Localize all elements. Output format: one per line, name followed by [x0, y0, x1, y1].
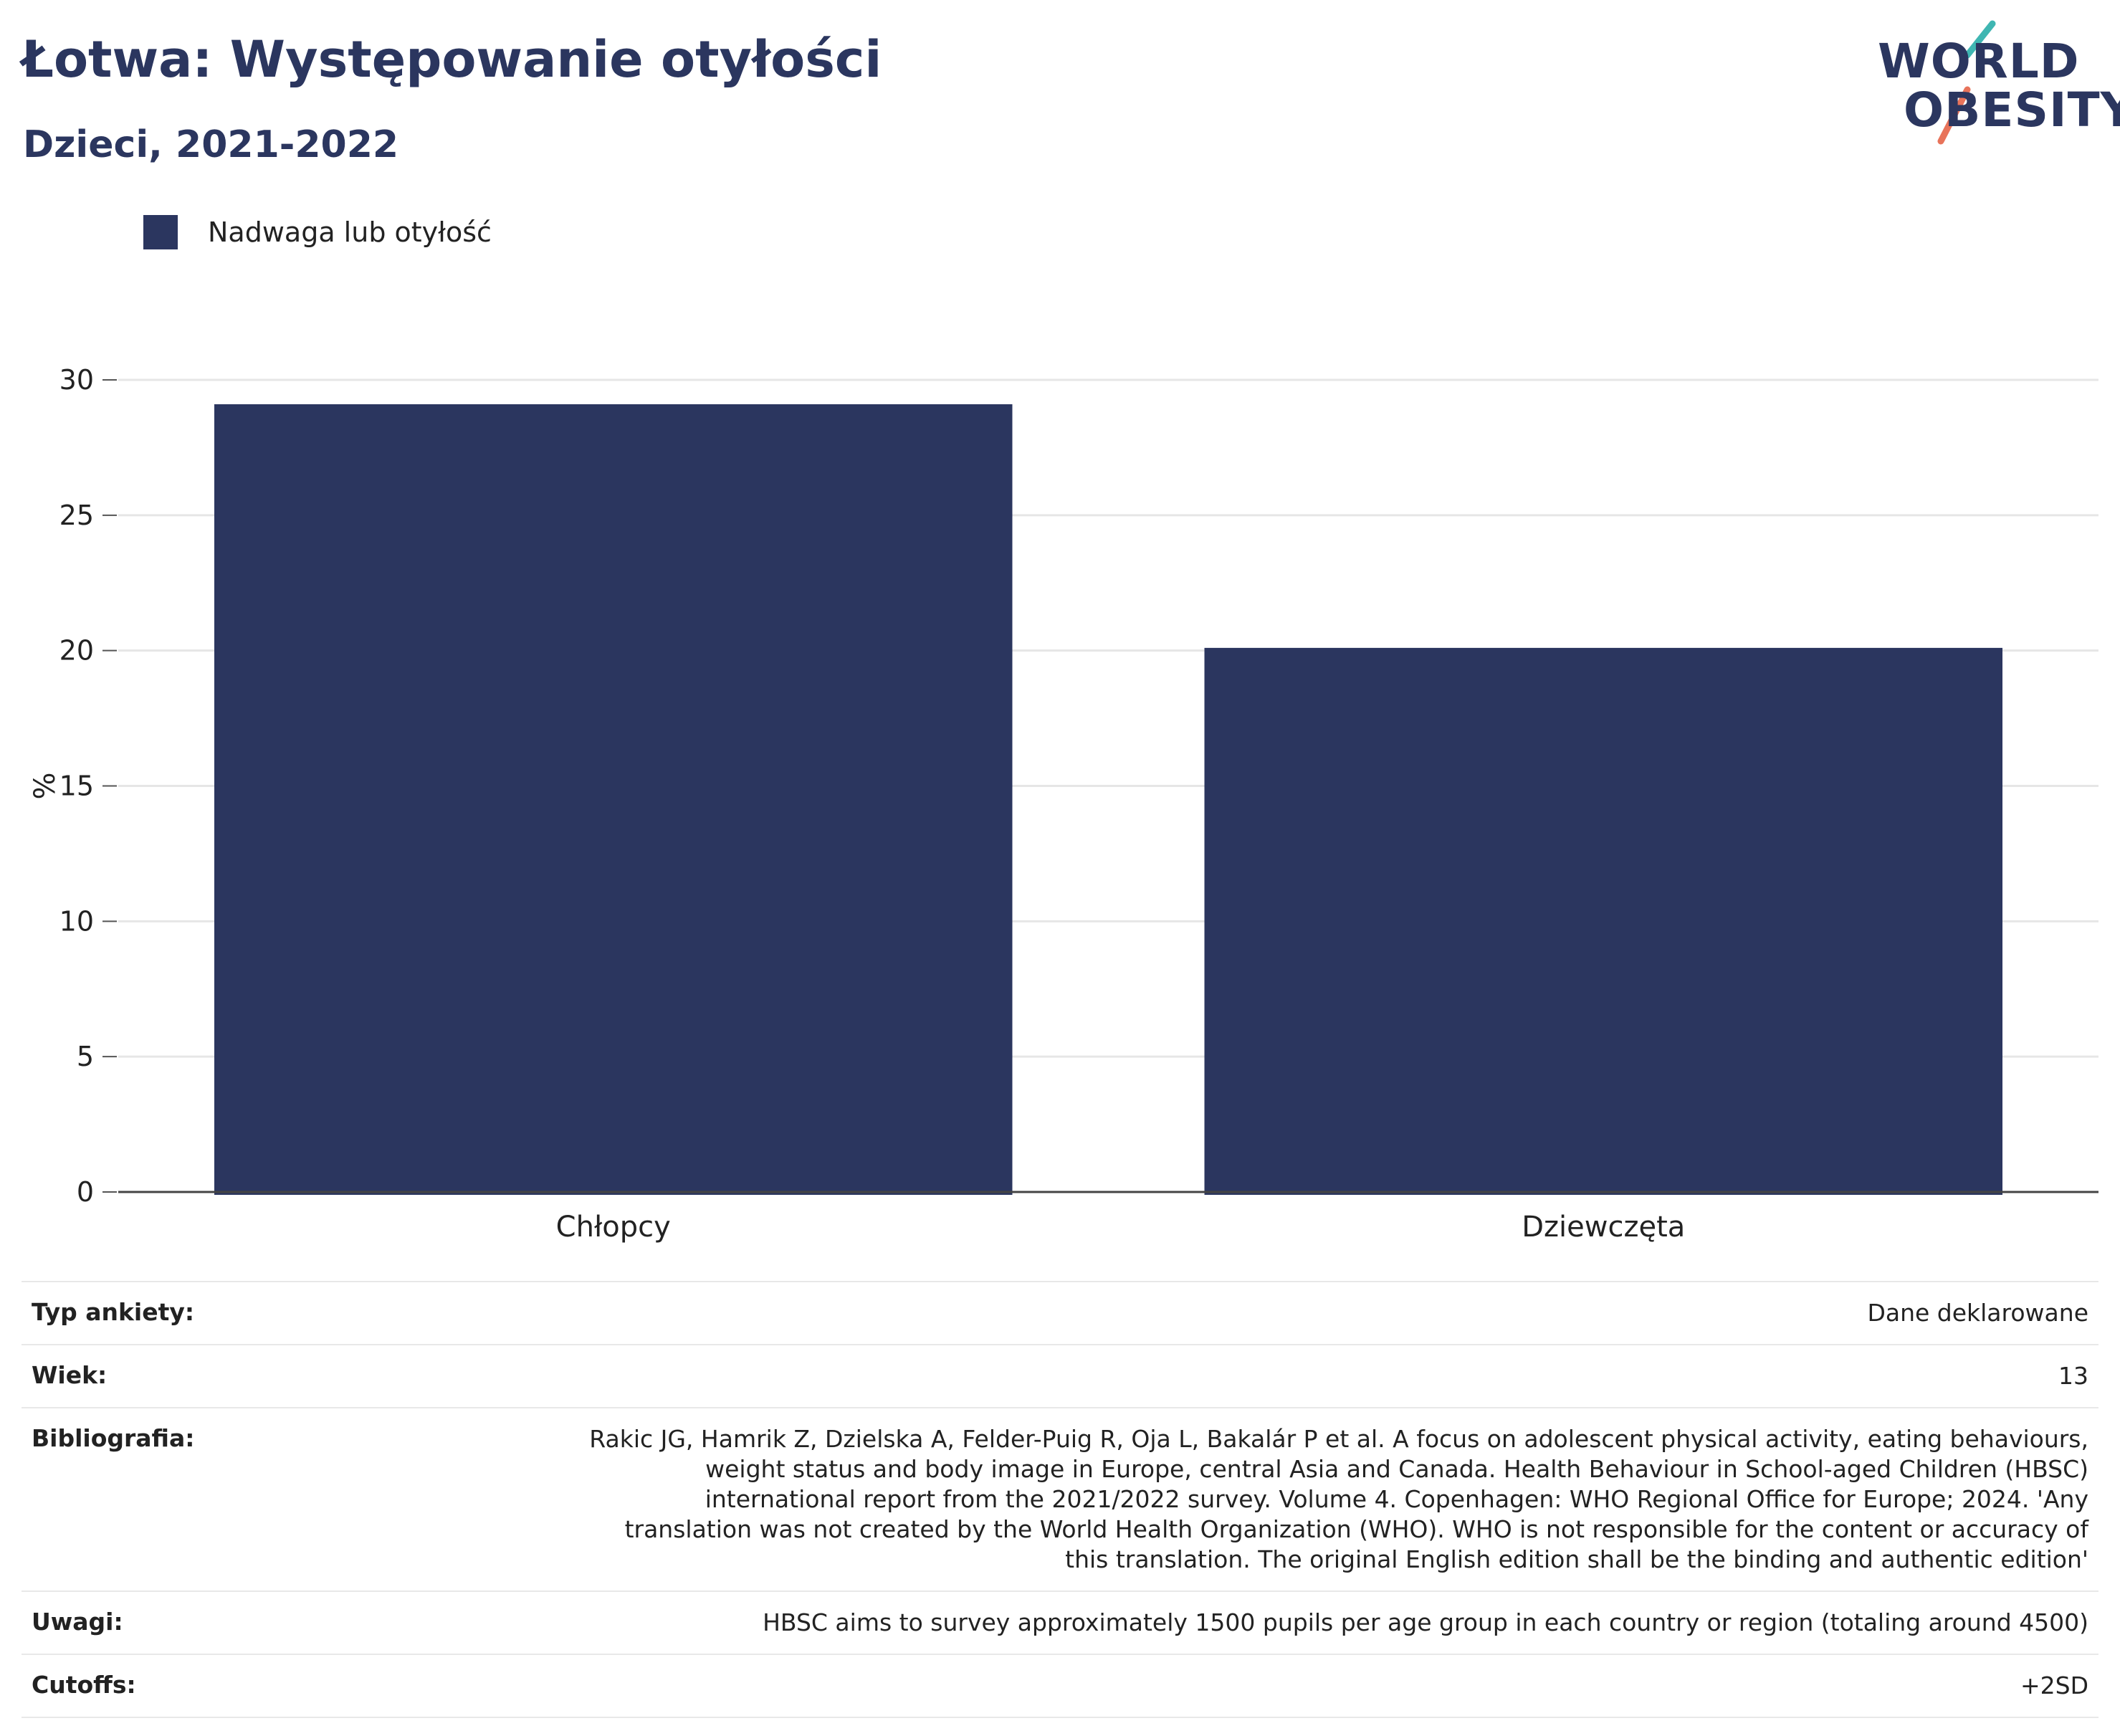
metadata-label: Cutoffs:: [32, 1671, 136, 1699]
world-obesity-logo: WORLD OBESITY: [1863, 18, 2120, 151]
bar: [214, 404, 1013, 1195]
x-tick-label: Dziewczęta: [1522, 1211, 1685, 1244]
legend-label: Nadwaga lub otyłość: [208, 216, 492, 248]
metadata-label: Wiek:: [32, 1361, 108, 1389]
metadata-row-notes: Uwagi: HBSC aims to survey approximately…: [22, 1592, 2098, 1655]
metadata-label: Uwagi:: [32, 1608, 123, 1636]
logo-slash-teal: [1964, 20, 1996, 59]
metadata-row-cutoffs: Cutoffs: +2SD: [22, 1655, 2098, 1718]
x-tick-label: Chłopcy: [556, 1211, 671, 1244]
bar: [1204, 647, 2002, 1195]
logo-slash-coral: [1937, 86, 1971, 145]
metadata-row-survey-type: Typ ankiety: Dane deklarowane: [22, 1281, 2098, 1345]
bar-chart: 0 5 10 15 20 25 30% Chłopcy Dziewczęta: [29, 364, 2098, 1244]
metadata-value: Dane deklarowane: [1867, 1299, 2088, 1327]
y-tick-label: 0: [77, 1176, 94, 1208]
page-subtitle: Dzieci, 2021-2022: [23, 123, 399, 166]
metadata-row-age: Wiek: 13: [22, 1345, 2098, 1408]
logo-slash-icon: [1937, 20, 1996, 145]
metadata-value: 13: [2058, 1362, 2088, 1390]
legend-swatch: [143, 215, 178, 249]
metadata-label: Typ ankiety:: [32, 1298, 195, 1326]
metadata-label: Bibliografia:: [32, 1424, 195, 1452]
metadata-value: +2SD: [2020, 1671, 2088, 1699]
y-tick-label: 25: [59, 500, 94, 531]
y-tick-label: 5: [77, 1041, 94, 1072]
metadata-value: HBSC aims to survey approximately 1500 p…: [763, 1608, 2088, 1636]
y-tick-label: 30: [59, 364, 94, 396]
y-tick-label: 10: [59, 905, 94, 937]
y-axis-label: %: [29, 772, 62, 799]
y-tick-label: 15: [59, 771, 94, 802]
logo-text-world: WORLD: [1878, 34, 2080, 89]
page-title: Łotwa: Występowanie otyłości: [22, 30, 882, 89]
metadata-row-bibliography: Bibliografia: Rakic JG, Hamrik Z, Dziels…: [22, 1408, 2098, 1592]
logo-text-obesity: OBESITY: [1904, 82, 2120, 138]
y-tick-label: 20: [59, 635, 94, 667]
metadata-table: Typ ankiety: Dane deklarowane Wiek: 13 B…: [22, 1281, 2098, 1718]
metadata-value: Rakic JG, Hamrik Z, Dzielska A, Felder-P…: [589, 1425, 2088, 1573]
